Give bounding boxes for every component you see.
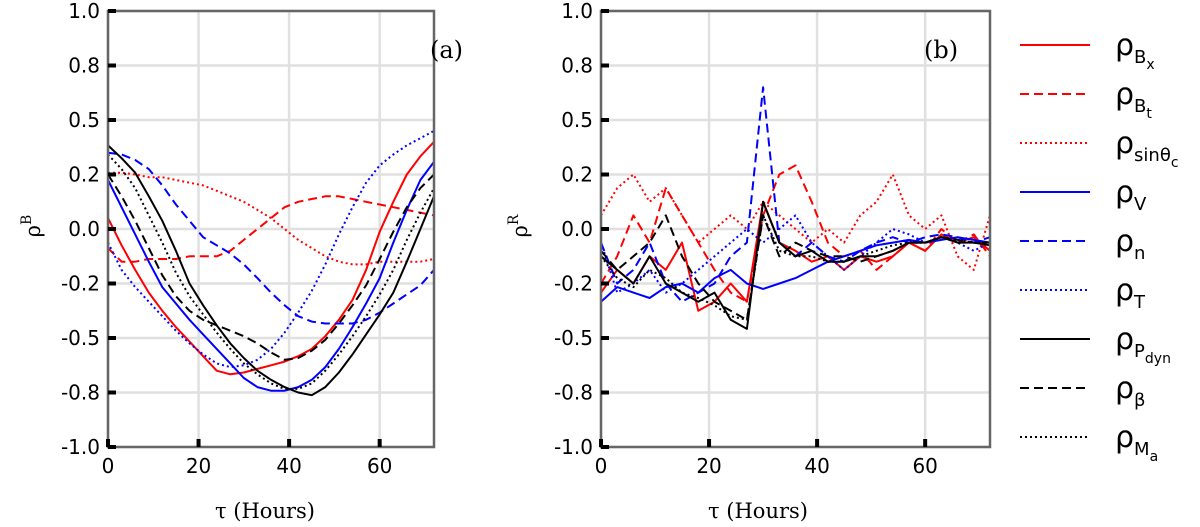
legend-label-beta: ρβ: [1115, 371, 1146, 411]
legend-label-T: ρT: [1115, 273, 1146, 313]
panel-a-y-tick-label: -0.5: [61, 326, 100, 350]
panel-b-y-axis-rho: ρ: [508, 225, 532, 237]
panel-b-y-tick-label: 1.0: [561, 0, 593, 23]
panel-a-series-beta-line: [107, 173, 435, 361]
svg-text:ρB: ρB: [19, 215, 45, 238]
panel-b: 1.00.80.50.20.0-0.2-0.5-0.8-1.0 0 20 40 60 …: [506, 0, 992, 523]
legend-label-Bt: ρBt: [1115, 77, 1152, 122]
panel-b-y-tick-labels: 1.0 0.8 0.5 0.2 0.0 -0.2 -0.5 -0.8 -1.0: [554, 0, 593, 459]
panel-a-y-tick-label: 0.5: [68, 108, 100, 132]
panel-a-series-n-line: [107, 151, 435, 325]
panel-b-y-axis-sup: R: [506, 214, 522, 225]
panel-b-y-tick-label: -0.8: [554, 381, 593, 405]
panel-b-y-axis-title: ρR: [506, 214, 532, 237]
panel-a-y-tick-label: 0.8: [68, 54, 100, 78]
legend-entry-Bx: ρBx: [1020, 28, 1155, 73]
panel-a-x-tick-label: 20: [186, 454, 211, 478]
legend-label-Bx: ρBx: [1115, 28, 1155, 73]
panel-a-series-Pdyn-line: [107, 144, 435, 397]
legend-entry-Pdyn: ρPdyn: [1020, 322, 1171, 367]
panel-b-ticks: [599, 9, 928, 449]
panel-a-label: (a): [430, 36, 463, 64]
legend-entry-Ma: ρMa: [1020, 420, 1158, 465]
panel-a-series-V-line: [107, 161, 435, 392]
panel-a-grid: [106, 9, 434, 449]
panel-b-label: (b): [924, 36, 958, 64]
legend-label-Ma: ρMa: [1115, 420, 1158, 465]
panel-b-x-tick-labels: 0 20 40 60: [595, 454, 938, 478]
panel-b-y-tick-label: 0.8: [561, 54, 593, 78]
panel-a-y-axis-sup: B: [19, 215, 35, 225]
panel-b-series-beta-line: [600, 214, 990, 321]
panel-b-y-tick-label: -1.0: [554, 435, 593, 459]
panel-a-y-axis-title: ρB: [19, 215, 45, 238]
panel-a-series-Ma-line: [107, 153, 435, 390]
legend-entry-T: ρT: [1020, 273, 1146, 313]
panel-a: 1.00.80.50.20.0-0.2-0.5-0.8-1.0 0 20 40 60 …: [19, 0, 463, 523]
panel-a-y-tick-label: -1.0: [61, 435, 100, 459]
panel-b-series-T-line: [600, 214, 991, 294]
panel-b-x-tick-label: 20: [696, 454, 721, 478]
panel-a-x-axis-title: τ (Hours): [215, 499, 315, 523]
legend-label-V: ρV: [1115, 175, 1147, 215]
legend-entry-n: ρn: [1020, 224, 1145, 264]
panel-a-y-tick-label: -0.2: [61, 272, 100, 296]
panel-b-x-axis-title: τ (Hours): [708, 499, 808, 523]
legend-entry-sin: ρsinθc: [1020, 126, 1179, 171]
legend-label-sin: ρsinθc: [1115, 126, 1179, 171]
panel-b-x-tick-label: 0: [595, 454, 608, 478]
panel-a-x-tick-label: 40: [276, 454, 301, 478]
panel-b-y-tick-label: 0.5: [561, 108, 593, 132]
legend-entry-Bt: ρBt: [1020, 77, 1152, 122]
panel-b-series-Ma-line: [600, 214, 990, 321]
panel-a-series-Bx-line: [107, 141, 435, 376]
panel-b-series-sin-line: [600, 173, 991, 271]
legend-label-n: ρn: [1115, 224, 1145, 264]
panel-a-y-axis-rho: ρ: [21, 225, 45, 237]
panel-b-y-tick-label: 0.2: [561, 163, 593, 187]
panel-a-series-sin-line: [108, 171, 435, 266]
panel-a-lines: [107, 130, 435, 397]
panel-a-y-tick-labels: 1.0 0.8 0.5 0.2 0.0 -0.2 -0.5 -0.8 -1.0: [61, 0, 100, 459]
panel-a-y-tick-label: 1.0: [68, 0, 100, 23]
panel-a-y-tick-label: 0.2: [68, 163, 100, 187]
panel-b-series-V-line: [600, 236, 991, 303]
svg-text:ρR: ρR: [506, 214, 532, 237]
panel-a-series-Bt-line: [107, 195, 435, 263]
panel-a-x-tick-label: 0: [102, 454, 115, 478]
panel-a-ticks: [106, 9, 382, 449]
panel-a-x-tick-labels: 0 20 40 60: [102, 454, 393, 478]
legend-entry-beta: ρβ: [1020, 371, 1146, 411]
panel-b-y-tick-label: 0.0: [561, 217, 593, 241]
legend-label-Pdyn: ρPdyn: [1115, 322, 1171, 367]
panel-b-y-tick-label: -0.5: [554, 326, 593, 350]
panel-b-x-tick-label: 40: [804, 454, 829, 478]
panel-a-y-tick-label: 0.0: [68, 217, 100, 241]
panel-a-y-tick-label: -0.8: [61, 381, 100, 405]
panel-b-x-tick-label: 60: [912, 454, 937, 478]
panel-a-x-tick-label: 60: [367, 454, 392, 478]
legend-entry-V: ρV: [1020, 175, 1147, 215]
panel-b-y-tick-label: -0.2: [554, 272, 593, 296]
panel-b-lines: [600, 86, 991, 330]
panel-b-series-Bt-line: [600, 164, 991, 303]
